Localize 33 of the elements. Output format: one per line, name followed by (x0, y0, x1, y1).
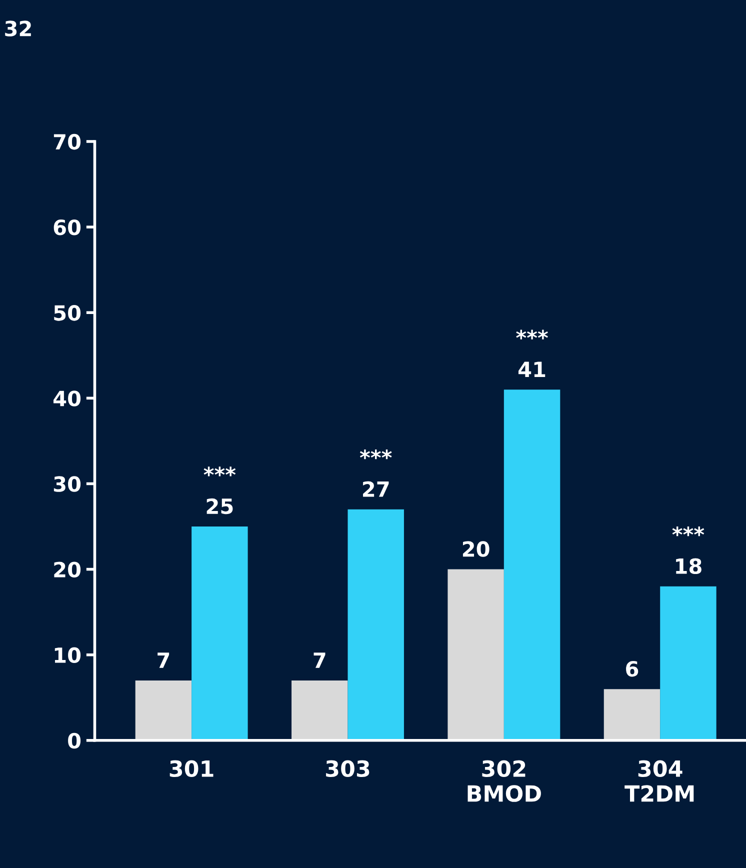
data-label: 27 (363, 481, 389, 497)
bar (192, 526, 248, 740)
annotation: *** (516, 330, 548, 340)
bar (604, 689, 660, 740)
data-label: 25 (206, 498, 233, 514)
y-tick-label: 70 (54, 134, 81, 150)
bar (660, 586, 716, 740)
annotation: *** (360, 449, 392, 460)
y-tick-label: 40 (53, 390, 81, 406)
y-tick-label: 10 (54, 647, 81, 664)
y-tick-label: 50 (54, 305, 81, 321)
x-tick-label: 304 T2DM (624, 760, 694, 802)
data-label: 7 (314, 652, 326, 668)
y-tick-label: 20 (54, 562, 81, 578)
y-tick-label: 60 (54, 219, 81, 236)
bar (448, 569, 504, 740)
annotation: *** (204, 466, 236, 476)
data-label: 20 (462, 541, 490, 557)
bar (292, 680, 348, 740)
y-tick-label: 0 (68, 732, 81, 749)
data-label: 18 (676, 558, 702, 574)
annotation: *** (672, 526, 704, 536)
bar (504, 390, 560, 740)
data-label: 7 (158, 652, 170, 668)
x-tick-label: 303 (326, 760, 370, 778)
text: 32 (5, 20, 31, 36)
data-label: 41 (518, 362, 546, 377)
bar (135, 680, 192, 740)
y-tick-label: 30 (54, 476, 81, 492)
x-tick-label: 302 BMOD (468, 760, 541, 802)
bar (348, 509, 404, 740)
x-tick-label: 301 (170, 760, 214, 778)
data-label: 6 (626, 660, 638, 677)
